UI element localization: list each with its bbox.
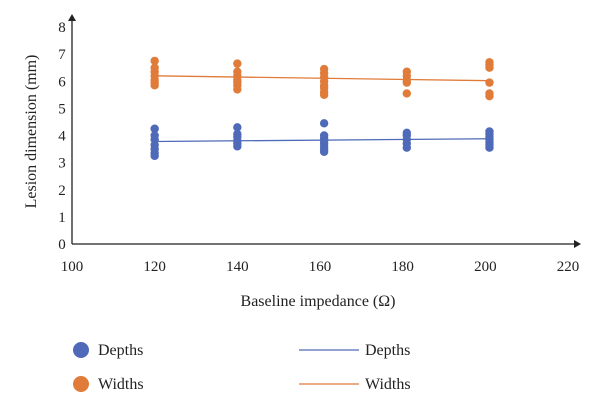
depths-point — [319, 119, 329, 128]
x-tick-label: 180 — [391, 259, 414, 275]
y-tick-label: 6 — [58, 74, 66, 90]
x-tick-label: 160 — [309, 259, 332, 275]
y-tick-label: 0 — [58, 237, 66, 253]
widths-trendline-legend-label: Widths — [365, 376, 411, 393]
widths-trendline — [154, 75, 490, 82]
widths-legend-marker — [73, 376, 89, 392]
y-tick-label: 2 — [58, 183, 66, 199]
widths-point — [402, 67, 411, 76]
depths-point — [233, 123, 242, 132]
y-tick-label: 7 — [58, 47, 66, 63]
y-axis-label: Lesion dimension (mm) — [23, 55, 40, 209]
widths-point — [233, 59, 242, 68]
widths-point — [319, 64, 329, 74]
y-tick-label: 1 — [58, 210, 66, 226]
widths-point — [233, 67, 242, 76]
widths-point — [150, 63, 159, 72]
widths-point — [150, 56, 159, 66]
depths-trendline-legend-label: Depths — [365, 342, 410, 359]
widths-point — [485, 78, 494, 87]
depths-point — [150, 131, 159, 140]
x-axis-ticks: 100 120 140 160 180 200 220 — [61, 259, 580, 275]
x-tick-label: 220 — [557, 259, 580, 275]
x-axis-label: Baseline impedance (Ω) — [241, 293, 396, 310]
widths-point — [485, 89, 494, 98]
depths-point — [402, 128, 411, 137]
x-axis-arrow — [574, 240, 581, 248]
depths-point — [150, 124, 159, 133]
x-tick-label: 120 — [143, 259, 166, 275]
y-tick-label: 5 — [58, 101, 66, 117]
y-axis-ticks: 0 1 2 3 4 5 6 7 8 — [58, 20, 66, 253]
x-tick-label: 200 — [474, 259, 497, 275]
x-tick-label: 140 — [226, 259, 249, 275]
widths-point — [402, 89, 411, 98]
y-tick-label: 4 — [58, 129, 66, 145]
depths-legend-label: Depths — [98, 342, 143, 359]
plot-area — [150, 56, 494, 161]
depths-point — [233, 129, 242, 139]
y-tick-label: 3 — [58, 156, 66, 172]
legend: Depths Widths Depths Widths — [73, 342, 411, 393]
axes: 100 120 140 160 180 200 220 0 1 2 3 4 5 6 7 8 — [58, 14, 581, 275]
y-tick-label: 8 — [58, 20, 66, 36]
x-tick-label: 100 — [61, 259, 84, 275]
y-axis-arrow — [68, 14, 76, 21]
depths-point — [485, 127, 494, 136]
depths-point — [319, 131, 329, 140]
widths-legend-label: Widths — [98, 376, 144, 393]
depths-legend-marker — [73, 342, 89, 358]
depths-trendline — [154, 138, 490, 143]
widths-point — [485, 58, 494, 67]
